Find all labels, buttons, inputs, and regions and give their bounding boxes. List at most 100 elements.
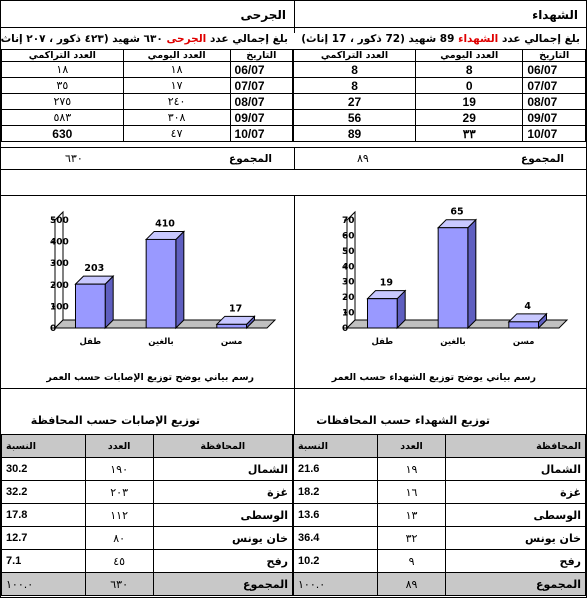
- data-label: 65: [450, 207, 463, 218]
- table-row: خان يونس ٨٠ 12.7: [1, 526, 294, 550]
- table-row: الوسطى ١٣ 13.6: [292, 503, 586, 527]
- martyrs-age-bar-chart: 0 10 20 30 40 50 60 70 19 طفل 65 بالغين 4 مسن: [342, 207, 569, 347]
- x-tick-label: مسن: [221, 337, 243, 347]
- bar: [145, 238, 177, 329]
- injured-daily-table: التاريخ العدد اليومي العدد التراكمي 06/0…: [1, 49, 294, 142]
- table-row: 08/07 19 27: [292, 93, 586, 110]
- percent-cell: 13.6: [292, 503, 379, 527]
- gov-martyrs-table: المحافظة العدد النسبة الشمال ١٩ 21.6 غزة ١٦…: [292, 434, 586, 596]
- x-tick-label: مسن: [513, 337, 535, 347]
- y-tick-label: 10: [342, 309, 355, 319]
- cumulative-cell: 8: [292, 77, 417, 94]
- col-header-date: التاريخ: [229, 49, 294, 62]
- daily-cell: 29: [415, 109, 524, 126]
- martyrs-total-value: ٨٩: [357, 152, 369, 165]
- col-header-governorate: المحافظة: [152, 434, 294, 458]
- cumulative-cell: ٣٥: [1, 77, 124, 94]
- total-label-cell: المجموع: [445, 572, 586, 596]
- table-row: 09/07 29 56: [292, 109, 586, 126]
- injured-chart-caption: رسم بياني يوضح توزيع الإصابات حسب العمر: [46, 372, 254, 383]
- date-cell: 06/07: [229, 61, 294, 78]
- cumulative-cell: 8: [292, 61, 417, 78]
- bar: [437, 227, 469, 329]
- governorate-cell: رفح: [445, 549, 586, 573]
- martyrs-title: الشهداء: [532, 8, 578, 22]
- table-row: الشمال ١٩٠ 30.2: [1, 457, 294, 481]
- y-tick-label: 300: [50, 259, 69, 269]
- total-count-cell: ٦٣٠: [84, 572, 154, 596]
- governorate-cell: غزة: [152, 480, 294, 504]
- count-cell: ١٦: [377, 480, 447, 504]
- governorate-cell: الوسطى: [152, 503, 294, 527]
- x-tick-label: طفل: [371, 337, 393, 347]
- col-header-count: العدد: [84, 434, 154, 458]
- bar: [508, 321, 540, 329]
- count-cell: ٨٠: [84, 526, 154, 550]
- bar: [216, 323, 248, 329]
- total-percent-cell: ١٠٠.٠: [1, 572, 86, 596]
- col-header-governorate: المحافظة: [445, 434, 586, 458]
- bar-side: [104, 274, 114, 330]
- daily-cell: ٣٣: [415, 125, 524, 142]
- table-row: 10/07 ٤٧ 630: [1, 125, 294, 142]
- percent-cell: 17.8: [1, 503, 86, 527]
- bar: [74, 283, 106, 329]
- date-cell: 10/07: [522, 125, 586, 142]
- total-label-cell: المجموع: [152, 572, 294, 596]
- date-cell: 07/07: [229, 77, 294, 94]
- bar-side: [175, 230, 185, 330]
- count-cell: ٩: [377, 549, 447, 573]
- injured-age-bar-chart: 0 100 200 300 400 500 203 طفل 410 بالغين 17 مسن: [50, 210, 277, 347]
- cumulative-cell: ١٨: [1, 61, 124, 78]
- table-row: 09/07 ٣٠٨ ٥٨٣: [1, 109, 294, 126]
- table-header-row: التاريخ العدد اليومي العدد التراكمي: [1, 49, 294, 62]
- col-header-percent: النسبة: [1, 434, 86, 458]
- daily-cell: ١٧: [122, 77, 231, 94]
- gov-injured-title: توزيع الإصابات حسب المحافظة: [30, 414, 200, 427]
- cumulative-cell: 27: [292, 93, 417, 110]
- martyrs-daily-table: التاريخ العدد اليومي العدد التراكمي 06/0…: [292, 49, 586, 142]
- governorate-cell: خان يونس: [152, 526, 294, 550]
- injured-summary-post: ٦٣٠ شهيد (٤٢٣ ذكور ، ٢٠٧ إناث): [0, 33, 163, 45]
- percent-cell: 18.2: [292, 480, 379, 504]
- table-row: 06/07 ١٨ ١٨: [1, 61, 294, 78]
- governorate-cell: خان يونس: [445, 526, 586, 550]
- percent-cell: 10.2: [292, 549, 379, 573]
- date-cell: 08/07: [229, 93, 294, 110]
- y-tick-label: 200: [50, 281, 69, 291]
- table-row: 07/07 ١٧ ٣٥: [1, 77, 294, 94]
- daily-cell: 8: [415, 61, 524, 78]
- injured-total-value: ٦٣٠: [65, 152, 83, 165]
- y-tick-label: 70: [342, 216, 355, 226]
- count-cell: ١٩: [377, 457, 447, 481]
- martyrs-summary: بلغ إجمالي عدد الشهداء 89 شهيد (72 ذكور …: [301, 34, 580, 45]
- cumulative-cell: ٥٨٣: [1, 109, 124, 126]
- x-tick-label: طفل: [79, 337, 101, 347]
- date-cell: 09/07: [522, 109, 586, 126]
- martyrs-total-label: المجموع: [521, 153, 564, 165]
- bar: [366, 298, 398, 329]
- count-cell: ١٣: [377, 503, 447, 527]
- injured-summary-key: الجرحى: [166, 33, 207, 45]
- table-row: غزة ١٦ 18.2: [292, 480, 586, 504]
- governorate-cell: غزة: [445, 480, 586, 504]
- y-tick-label: 60: [342, 231, 355, 241]
- table-row: خان يونس ٣٢ 36.4: [292, 526, 586, 550]
- col-header-cumulative: العدد التراكمي: [292, 49, 417, 62]
- table-row: 10/07 ٣٣ 89: [292, 125, 586, 142]
- table-row: 08/07 ٢٤٠ ٢٧٥: [1, 93, 294, 110]
- count-cell: ١١٢: [84, 503, 154, 527]
- total-percent-cell: ١٠٠.٠: [292, 572, 379, 596]
- y-tick-label: 0: [50, 324, 56, 334]
- data-label: 4: [524, 301, 531, 312]
- table-row: 06/07 8 8: [292, 61, 586, 78]
- table-header-row: التاريخ العدد اليومي العدد التراكمي: [292, 49, 586, 62]
- martyrs-summary-pre: بلغ إجمالي عدد: [501, 33, 580, 45]
- count-cell: ٢٠٣: [84, 480, 154, 504]
- table-total-row: المجموع ٦٣٠ ١٠٠.٠: [1, 572, 294, 596]
- col-header-daily: العدد اليومي: [415, 49, 524, 62]
- date-cell: 07/07: [522, 77, 586, 94]
- bar-side: [467, 218, 477, 330]
- cumulative-cell: 56: [292, 109, 417, 126]
